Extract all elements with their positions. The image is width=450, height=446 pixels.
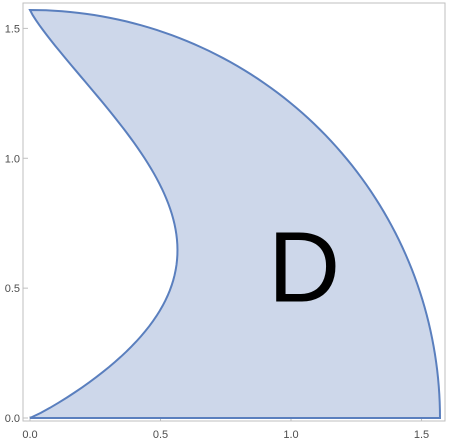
y-tick-label: 0.5 [5,283,20,295]
region-d-shape [28,8,442,419]
x-tick-label: 1.5 [414,429,429,441]
y-tick-label: 1.5 [5,23,20,35]
y-tick-label: 0.0 [5,413,20,425]
x-tick-label: 0.0 [22,429,37,441]
plot-frame [22,2,446,422]
x-tick-label: 0.5 [153,429,168,441]
x-tick-label: 1.0 [283,429,298,441]
region-label: D [268,212,340,324]
y-tick-label: 1.0 [5,153,20,165]
axis-ticks: 0.0 0.5 1.0 1.5 0.0 0.5 1.0 1.5 [5,23,429,441]
